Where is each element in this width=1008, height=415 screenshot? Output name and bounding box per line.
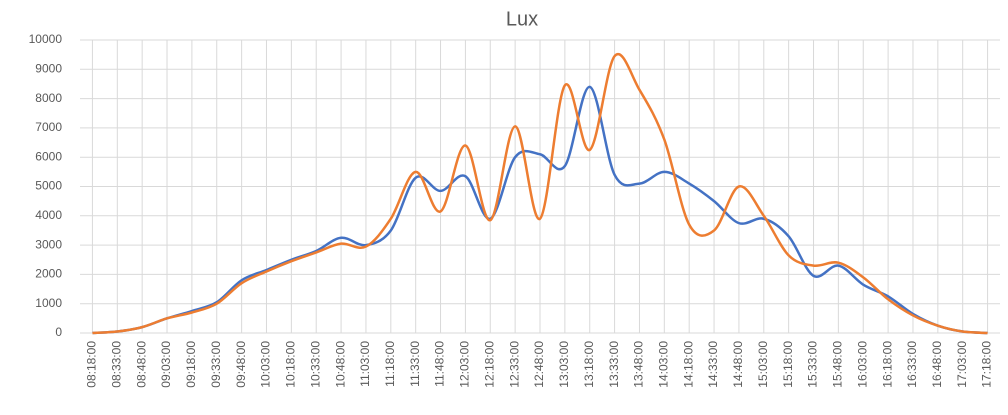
x-tick-label: 09:33:00 bbox=[209, 341, 223, 388]
y-tick-label: 2000 bbox=[35, 267, 62, 281]
x-tick-label: 10:33:00 bbox=[308, 341, 322, 388]
x-tick-label: 14:48:00 bbox=[731, 341, 745, 388]
x-tick-label: 12:03:00 bbox=[458, 341, 472, 388]
x-tick-label: 08:33:00 bbox=[109, 341, 123, 388]
x-tick-label: 11:18:00 bbox=[383, 341, 397, 387]
x-tick-label: 14:03:00 bbox=[656, 341, 670, 388]
series-line bbox=[92, 52, 988, 335]
x-tick-label: 15:33:00 bbox=[806, 341, 820, 388]
x-tick-label: 13:33:00 bbox=[607, 341, 621, 388]
x-tick-label: 09:48:00 bbox=[234, 341, 248, 388]
x-tick-label: 14:18:00 bbox=[681, 341, 695, 388]
x-tick-label: 16:48:00 bbox=[930, 341, 944, 388]
x-tick-label: 17:03:00 bbox=[955, 341, 969, 388]
y-tick-label: 3000 bbox=[35, 237, 62, 251]
x-tick-label: 15:03:00 bbox=[756, 341, 770, 388]
x-tick-label: 09:18:00 bbox=[184, 341, 198, 388]
x-tick-label: 12:33:00 bbox=[507, 341, 521, 388]
x-tick-label: 09:03:00 bbox=[159, 341, 173, 388]
y-tick-label: 0 bbox=[55, 325, 62, 339]
x-tick-label: 14:33:00 bbox=[706, 341, 720, 388]
x-tick-label: 13:03:00 bbox=[557, 341, 571, 388]
x-tick-label: 16:18:00 bbox=[880, 341, 894, 388]
y-tick-label: 10000 bbox=[29, 32, 63, 46]
x-tick-label: 12:48:00 bbox=[532, 341, 546, 388]
x-tick-label: 13:48:00 bbox=[632, 341, 646, 388]
y-tick-label: 4000 bbox=[35, 208, 62, 222]
x-tick-label: 10:18:00 bbox=[284, 341, 298, 388]
chart-title: Lux bbox=[506, 8, 538, 30]
x-tick-label: 17:18:00 bbox=[980, 341, 994, 388]
y-tick-label: 1000 bbox=[35, 296, 62, 310]
x-tick-label: 11:33:00 bbox=[408, 341, 422, 387]
y-tick-label: 5000 bbox=[35, 179, 62, 193]
x-tick-label: 15:18:00 bbox=[781, 341, 795, 388]
x-tick-label: 10:03:00 bbox=[259, 341, 273, 388]
x-tick-label: 08:18:00 bbox=[85, 341, 99, 388]
y-tick-label: 8000 bbox=[35, 91, 62, 105]
x-tick-label: 16:33:00 bbox=[905, 341, 919, 388]
x-tick-label: 11:03:00 bbox=[358, 341, 372, 387]
y-tick-label: 7000 bbox=[35, 120, 62, 134]
x-tick-label: 15:48:00 bbox=[831, 341, 845, 388]
x-tick-label: 08:48:00 bbox=[134, 341, 148, 388]
x-tick-label: 16:03:00 bbox=[855, 341, 869, 388]
x-tick-label: 12:18:00 bbox=[482, 341, 496, 388]
x-tick-label: 13:18:00 bbox=[582, 341, 596, 388]
x-tick-label: 11:48:00 bbox=[433, 341, 447, 387]
y-tick-label: 9000 bbox=[35, 61, 62, 75]
x-tick-label: 10:48:00 bbox=[333, 341, 347, 388]
series-line bbox=[92, 85, 988, 335]
y-tick-label: 6000 bbox=[35, 149, 62, 163]
